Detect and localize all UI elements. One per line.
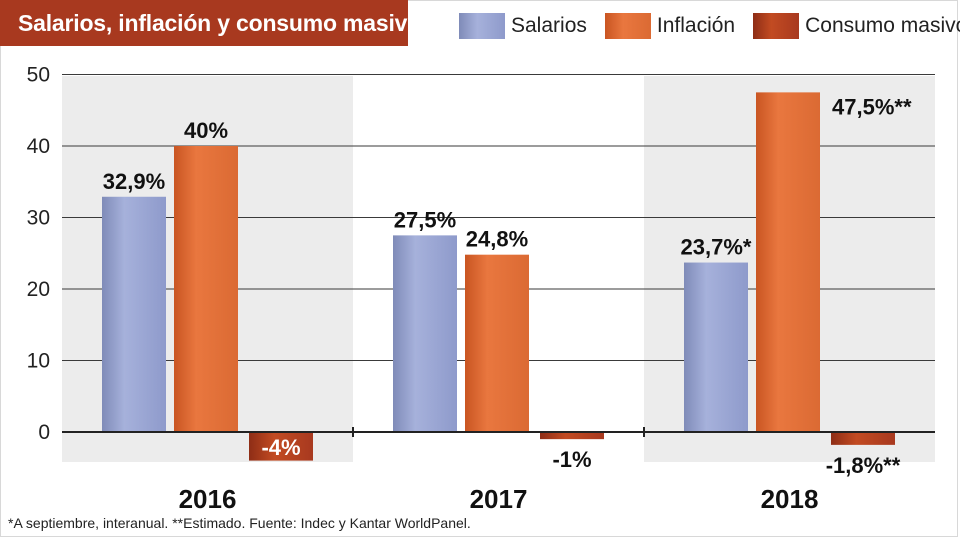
legend-label-consumo: Consumo masivo	[805, 14, 960, 37]
x-tick-label-2016: 2016	[179, 484, 237, 514]
bar-consumo-masivo-2018	[831, 432, 895, 445]
data-label-salarios-2018: 23,7%*	[681, 235, 752, 260]
legend-label-salarios: Salarios	[511, 14, 587, 37]
legend-item-consumo: Consumo masivo	[753, 13, 960, 39]
legend-swatch-inflacion	[604, 13, 651, 39]
bar-salarios-2018	[684, 262, 748, 432]
data-label-consumo-masivo-2017: -1%	[552, 447, 591, 472]
data-label-inflación-2018: 47,5%**	[832, 94, 912, 119]
data-label-salarios-2017: 27,5%	[394, 207, 456, 232]
data-label-inflación-2016: 40%	[184, 118, 228, 143]
legend-swatch-salarios	[459, 13, 505, 39]
data-label-consumo-masivo-2016: -4%	[261, 435, 300, 460]
bar-salarios-2017	[393, 235, 457, 432]
y-tick-label-0: 0	[38, 421, 50, 444]
y-tick-label-20: 20	[27, 278, 50, 301]
bar-inflación-2016	[174, 146, 238, 432]
chart-title: Salarios, inflación y consumo masivo	[18, 9, 422, 36]
bar-consumo-masivo-2017	[540, 432, 604, 440]
x-tick-label-2018: 2018	[761, 484, 819, 514]
y-tick-label-30: 30	[27, 207, 50, 230]
x-tick-label-2017: 2017	[470, 484, 528, 514]
data-label-consumo-masivo-2018: -1,8%**	[826, 453, 901, 478]
legend-label-inflacion: Inflación	[656, 14, 736, 37]
legend-swatch-consumo	[753, 13, 800, 39]
data-label-inflación-2017: 24,8%	[466, 227, 528, 252]
legend-item-salarios: Salarios	[459, 13, 587, 39]
y-tick-label-40: 40	[27, 135, 50, 158]
y-tick-label-50: 50	[27, 64, 50, 87]
legend-item-inflacion: Inflación	[604, 13, 736, 39]
legend: Salarios Inflación Consumo masivo	[459, 11, 960, 41]
bar-inflación-2018	[756, 92, 820, 432]
title-banner: Salarios, inflación y consumo masivo	[0, 0, 421, 46]
footnote: *A septiembre, interanual. **Estimado. F…	[8, 515, 471, 531]
y-tick-label-10: 10	[27, 350, 50, 373]
data-label-salarios-2016: 32,9%	[103, 169, 165, 194]
bar-inflación-2017	[465, 254, 529, 432]
bar-salarios-2016	[102, 196, 166, 432]
bar-consumo-masivo-2016	[249, 432, 313, 461]
